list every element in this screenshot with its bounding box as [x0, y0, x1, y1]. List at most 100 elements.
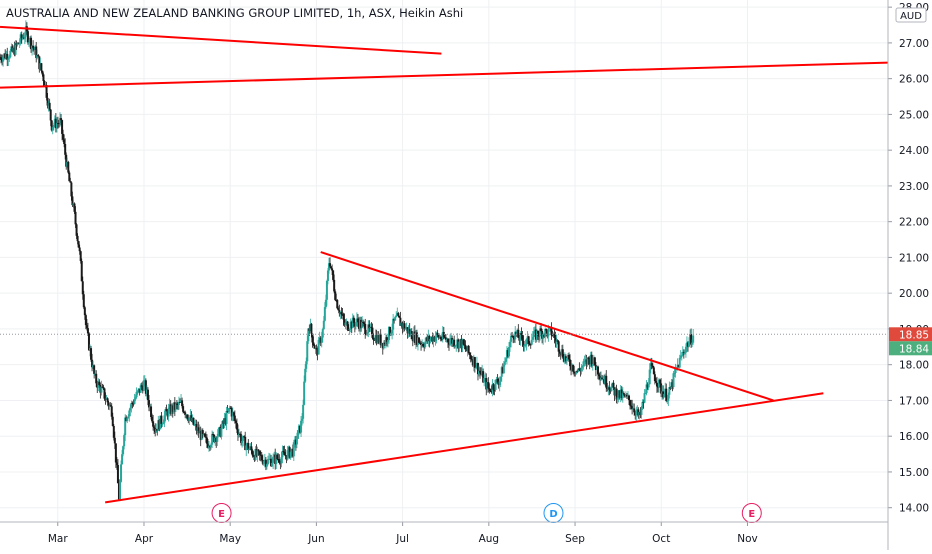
price-bar: [372, 337, 375, 340]
price-bar: [569, 359, 572, 367]
price-bar: [550, 327, 553, 336]
event-label: E: [748, 509, 755, 520]
price-bar: [63, 139, 66, 144]
price-bar: [140, 385, 143, 387]
price-bar: [374, 335, 377, 341]
price-bar: [640, 408, 643, 415]
event-marker[interactable]: E: [211, 503, 232, 523]
price-bar: [266, 459, 269, 465]
price-bar: [147, 400, 150, 408]
price-bar: [584, 359, 587, 361]
price-bar: [22, 37, 25, 39]
price-bar: [318, 337, 321, 340]
price-bar: [459, 339, 462, 342]
price-bar: [133, 399, 136, 404]
price-bar: [513, 337, 516, 340]
trendline[interactable]: [320, 251, 774, 402]
price-bar: [416, 337, 419, 345]
x-tick-label: Nov: [737, 533, 758, 545]
price-bar: [76, 235, 79, 242]
price-bar: [578, 368, 581, 370]
price-bar: [209, 446, 212, 448]
price-bar: [165, 409, 168, 412]
price-bar: [409, 331, 412, 335]
price-bar: [271, 462, 274, 467]
price-bar: [580, 367, 583, 372]
price-bar: [413, 331, 416, 343]
price-bar: [72, 203, 75, 206]
price-bar: [652, 367, 655, 375]
price-bar: [57, 123, 60, 125]
price-bar: [193, 424, 196, 426]
price-bar: [330, 266, 333, 269]
price-bar: [296, 430, 299, 439]
price-bar: [581, 366, 584, 368]
price-bar: [367, 324, 370, 334]
price-bar: [491, 384, 494, 392]
price-bar: [617, 390, 620, 398]
price-bar: [240, 434, 243, 443]
price-bar: [39, 63, 42, 70]
y-tick-label: 14.00: [899, 503, 929, 515]
price-bar: [516, 329, 519, 335]
price-bar: [495, 379, 498, 381]
price-bar: [247, 443, 250, 451]
price-bar: [233, 415, 236, 421]
price-bar: [403, 323, 406, 330]
price-bar: [474, 367, 477, 369]
price-bar: [691, 342, 694, 345]
event-marker[interactable]: D: [543, 503, 564, 523]
price-bar: [276, 454, 279, 459]
price-bar: [253, 456, 256, 461]
price-bar: [631, 406, 634, 409]
price-bar: [320, 337, 323, 343]
price-bar: [557, 341, 560, 352]
price-bar: [319, 337, 322, 343]
event-marker[interactable]: E: [741, 503, 762, 523]
price-bar: [136, 390, 139, 392]
price-bar: [151, 416, 154, 422]
price-bar: [114, 443, 117, 463]
price-bar: [196, 427, 199, 431]
price-bar: [399, 317, 402, 326]
price-bar: [99, 385, 102, 393]
price-bar: [540, 328, 543, 331]
trendline[interactable]: [0, 61, 889, 89]
price-bar: [265, 464, 268, 467]
price-bar: [352, 317, 355, 324]
trendlines[interactable]: [0, 25, 889, 504]
price-bar: [446, 338, 449, 343]
price-bar: [585, 359, 588, 365]
price-bar: [576, 370, 579, 372]
price-bar: [33, 47, 36, 50]
price-bar: [49, 109, 52, 121]
price-bar: [485, 378, 488, 390]
price-bar: [218, 427, 221, 430]
price-bar: [306, 341, 309, 362]
price-bar: [598, 374, 601, 377]
price-bar: [117, 483, 120, 500]
price-bar: [351, 317, 354, 329]
price-bar: [219, 427, 222, 437]
price-bar: [345, 321, 348, 323]
trendline[interactable]: [105, 392, 824, 504]
price-bar: [81, 281, 84, 295]
trendline[interactable]: [0, 25, 442, 55]
price-bar: [555, 340, 558, 342]
price-bar: [215, 437, 218, 442]
price-bar: [177, 402, 180, 405]
price-bar: [486, 382, 489, 390]
price-bar: [297, 425, 300, 431]
price-bar: [429, 338, 432, 342]
price-bar: [230, 408, 233, 417]
price-bar: [660, 383, 663, 394]
price-bar: [77, 241, 80, 248]
price-bar: [419, 342, 422, 344]
price-bar: [53, 118, 56, 126]
price-bar: [542, 334, 545, 339]
price-bar: [633, 408, 636, 413]
price-bar: [590, 354, 593, 366]
